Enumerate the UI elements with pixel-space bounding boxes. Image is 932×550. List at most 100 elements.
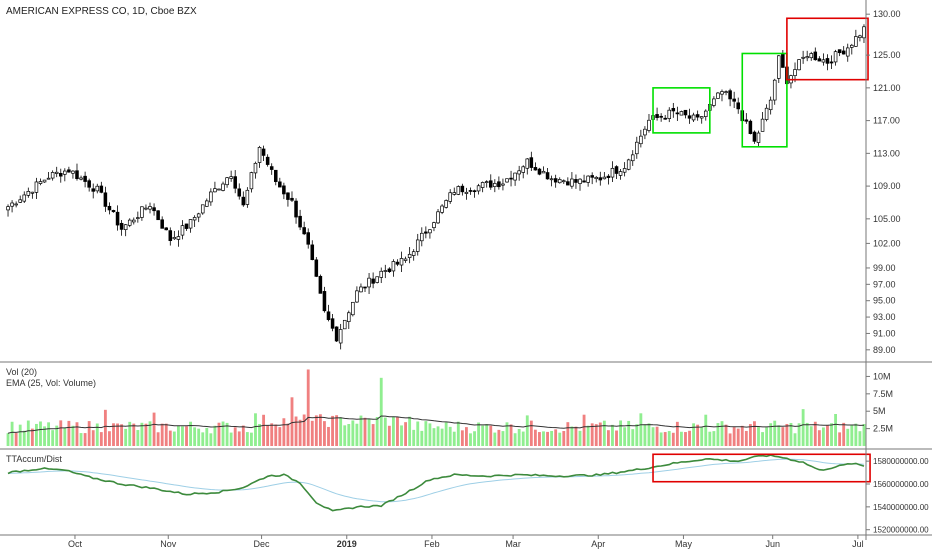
volume-bar <box>229 432 233 446</box>
volume-bar <box>736 428 740 446</box>
volume-bar <box>152 412 156 446</box>
x-tick-label: Feb <box>424 539 440 549</box>
volume-bar <box>391 416 395 446</box>
volume-bar <box>619 420 622 446</box>
price-candle <box>156 210 160 221</box>
y-tick-label: 117.00 <box>873 116 900 126</box>
price-candle <box>809 51 814 61</box>
price-candle <box>821 53 826 66</box>
volume-bar <box>521 431 525 446</box>
price-candle <box>756 130 761 147</box>
price-candle <box>249 171 254 193</box>
volume-bar <box>862 424 866 446</box>
y-tick-label: 7.5M <box>873 389 893 399</box>
price-candle <box>614 165 619 180</box>
volume-bar <box>858 431 862 446</box>
price-candle <box>825 54 830 71</box>
price-candle <box>119 219 124 236</box>
green-highlight-box <box>741 52 788 148</box>
volume-bar <box>209 433 213 446</box>
volume-bar <box>769 423 773 446</box>
price-candle <box>387 267 392 273</box>
volume-bar <box>473 431 476 446</box>
volume-bar <box>193 427 197 446</box>
price-candle <box>278 177 282 188</box>
price-candle <box>241 191 246 207</box>
volume-bar <box>809 426 813 446</box>
volume-bar <box>757 427 760 446</box>
price-candle <box>699 116 704 124</box>
volume-bar <box>185 426 188 446</box>
volume-bar <box>651 427 655 446</box>
price-candle <box>371 272 375 289</box>
y-tick-label: 1560000000.00 <box>873 480 929 489</box>
volume-bar <box>225 422 229 446</box>
volume-bar <box>456 421 460 446</box>
volume-bar <box>213 425 217 446</box>
x-tick-label: Jun <box>765 539 780 549</box>
tt-accum-line <box>7 454 865 512</box>
volume-bar <box>793 433 797 446</box>
volume-bar <box>586 425 590 446</box>
volume-bar <box>850 425 854 446</box>
price-candle <box>683 109 688 119</box>
volume-bar <box>448 426 452 446</box>
price-candle <box>200 204 205 215</box>
price-candle <box>257 145 262 168</box>
volume-bar <box>797 423 801 446</box>
volume-bar <box>347 424 351 446</box>
volume-bar <box>740 425 744 446</box>
price-candle <box>626 158 631 171</box>
price-candle <box>529 151 534 172</box>
volume-bar <box>773 420 777 446</box>
volume-bar <box>55 425 59 446</box>
green-highlight-box <box>652 87 711 134</box>
price-candle <box>54 166 59 178</box>
volume-bar <box>404 422 407 446</box>
volume-bar <box>87 421 91 446</box>
price-candle <box>635 136 639 159</box>
price-candle <box>850 43 854 55</box>
price-candle <box>14 201 18 208</box>
price-candle <box>574 174 578 189</box>
volume-bar <box>546 431 549 446</box>
volume-bar <box>164 423 168 446</box>
price-candle <box>764 104 769 122</box>
volume-bar <box>387 425 391 446</box>
volume-bar <box>400 425 403 446</box>
price-candle <box>525 158 530 175</box>
volume-bar <box>785 423 789 446</box>
volume-bar <box>732 427 736 446</box>
volume-bar <box>753 421 756 446</box>
price-candle <box>127 218 132 228</box>
price-candle <box>363 286 367 292</box>
volume-bar <box>160 423 164 446</box>
price-candle <box>237 183 242 200</box>
price-candle <box>598 171 603 186</box>
volume-bar <box>237 431 241 446</box>
price-candle <box>322 286 327 313</box>
volume-bar <box>469 433 472 446</box>
y-tick-label: 99.00 <box>873 263 896 273</box>
volume-bar <box>6 433 10 446</box>
volume-bar <box>120 424 124 446</box>
volume-bar <box>529 420 533 446</box>
volume-bar <box>688 430 691 446</box>
price-candle <box>209 188 213 206</box>
price-candle <box>659 113 663 122</box>
price-candle <box>290 191 294 202</box>
y-tick-label: 10M <box>873 371 891 381</box>
price-candle <box>797 59 801 71</box>
price-candle <box>152 203 156 216</box>
volume-bar <box>781 427 785 446</box>
volume-bar <box>217 422 221 446</box>
volume-bar <box>611 424 614 446</box>
y-tick-label: 109.00 <box>873 181 901 191</box>
price-candle <box>582 174 586 183</box>
volume-bar <box>75 422 79 446</box>
x-tick-label: Dec <box>254 539 271 549</box>
volume-bar <box>708 431 712 446</box>
price-candle <box>411 249 416 261</box>
price-candle <box>38 178 43 186</box>
volume-bar <box>254 413 257 446</box>
